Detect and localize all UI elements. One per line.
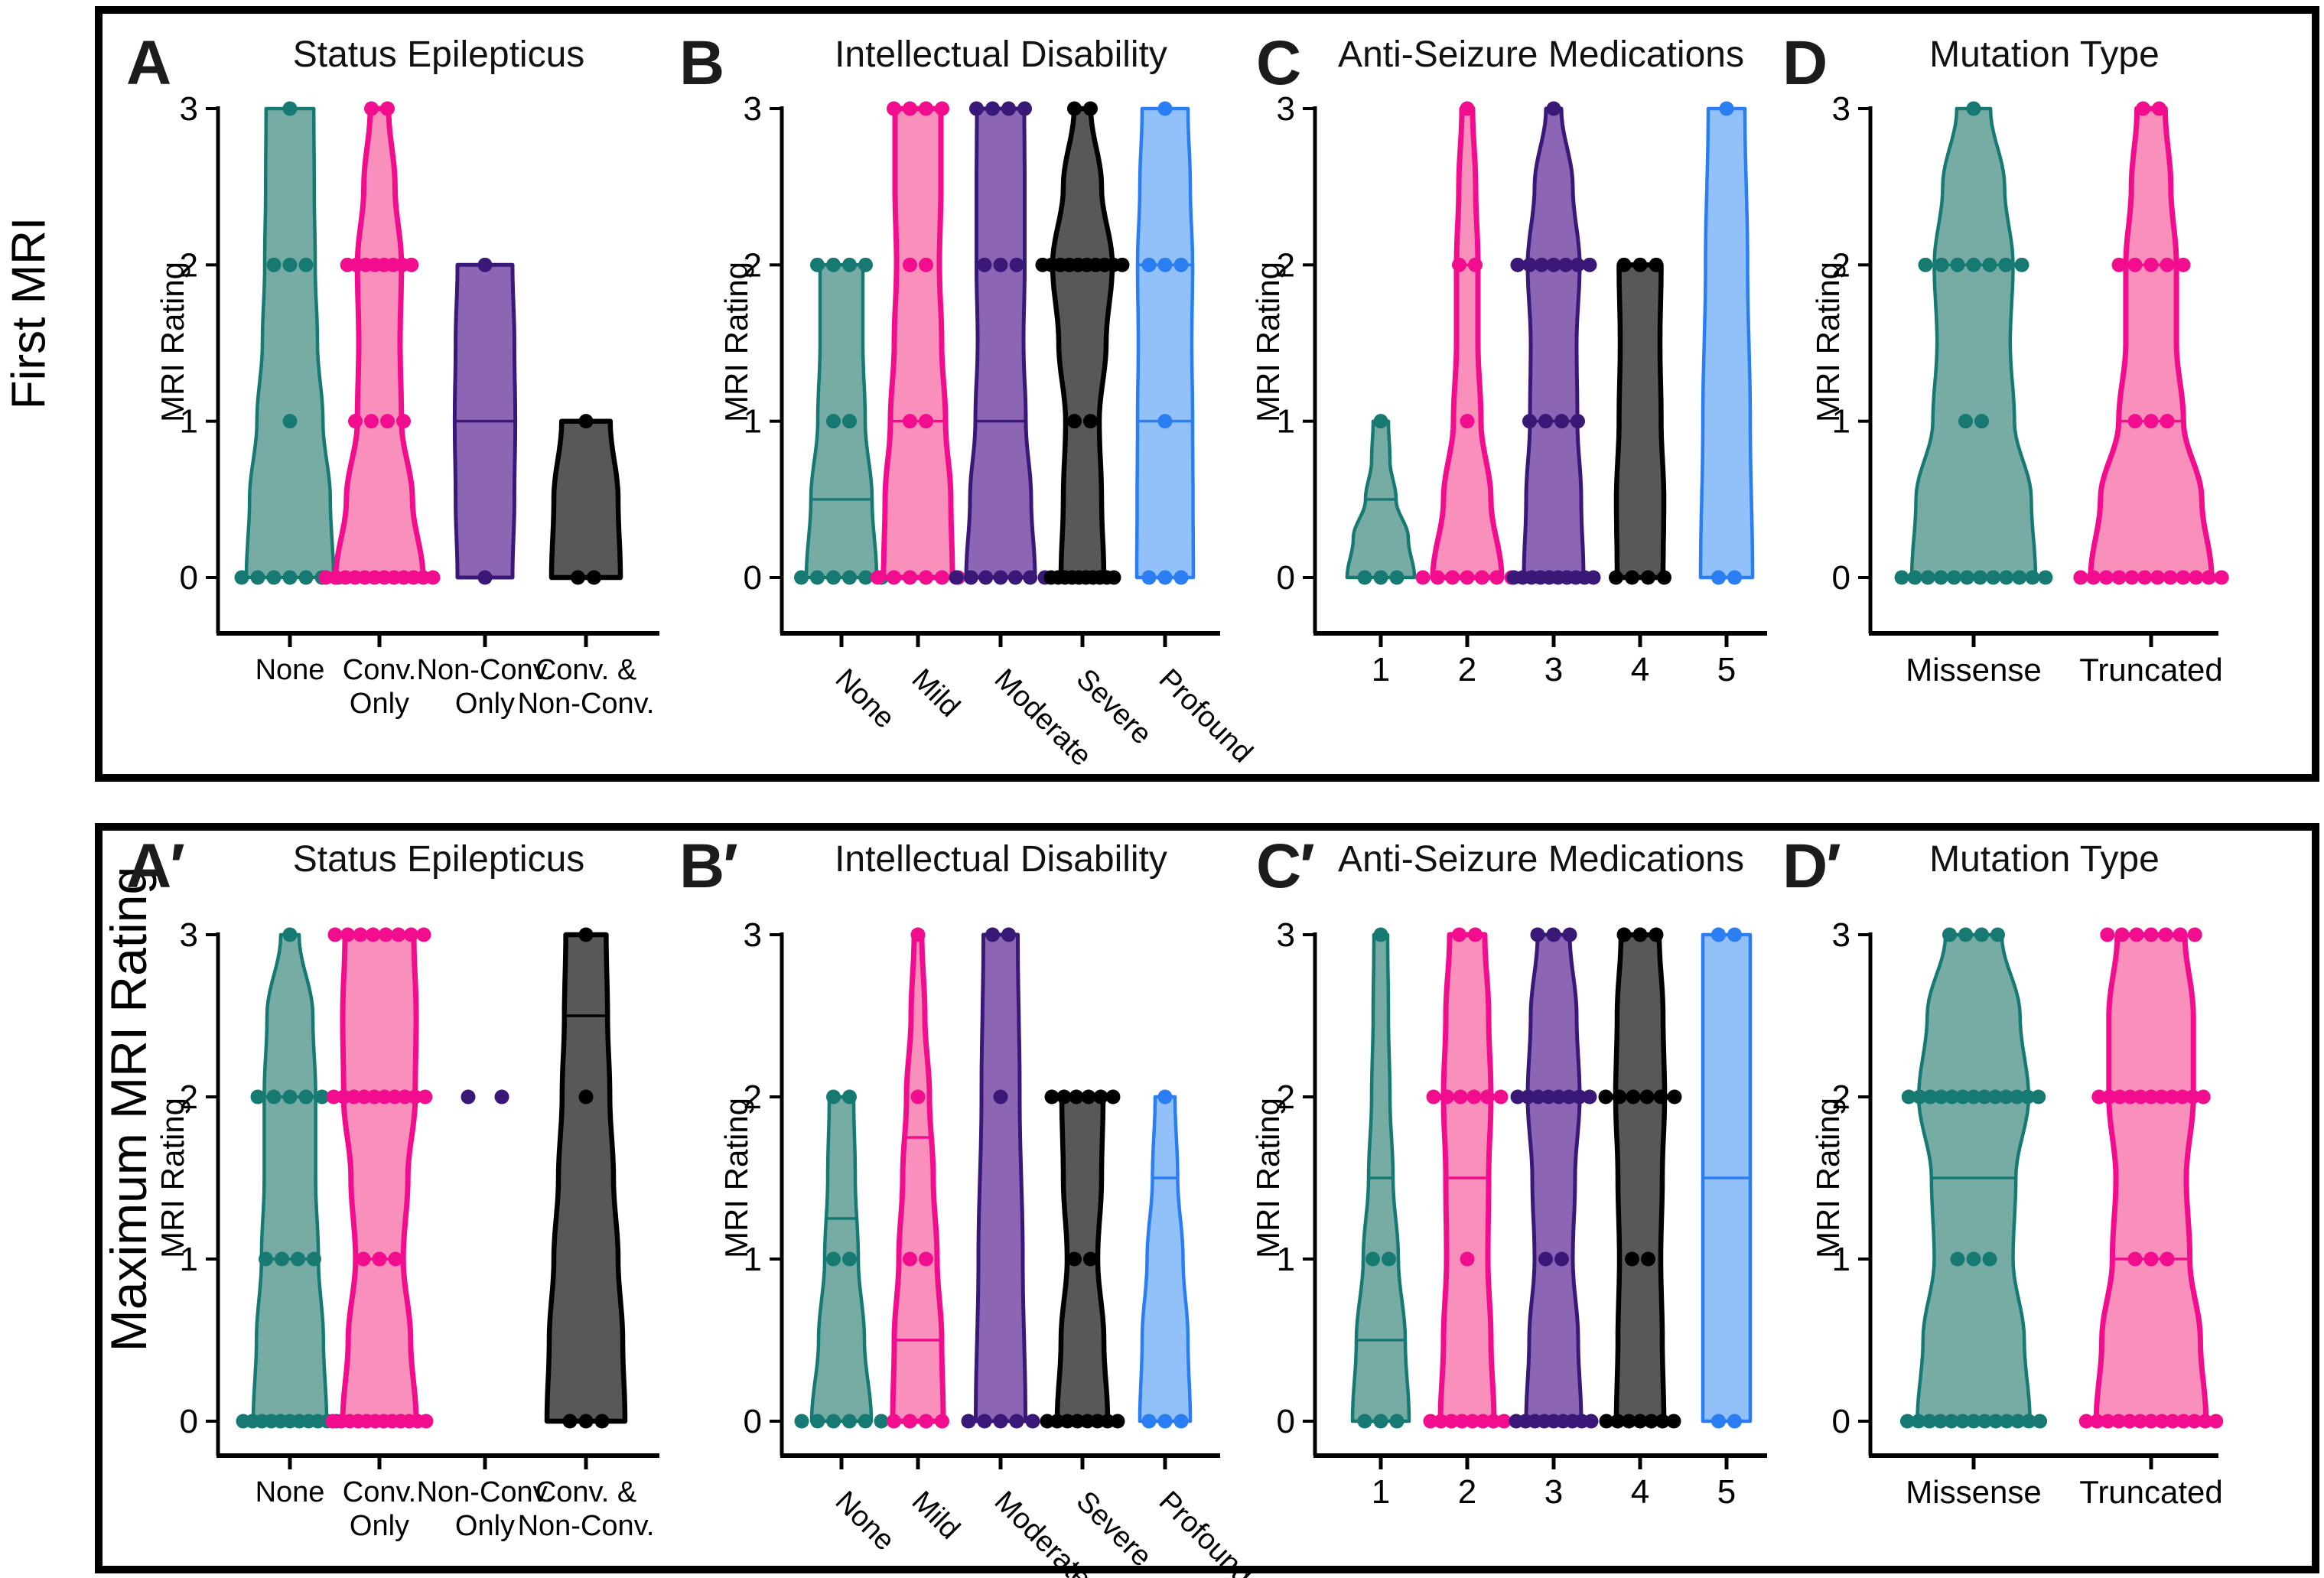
- panel-letter-a: A: [126, 28, 171, 98]
- svg-text:0: 0: [1277, 559, 1295, 597]
- svg-text:0: 0: [180, 1403, 198, 1440]
- svg-text:Only: Only: [350, 688, 409, 720]
- svg-text:2: 2: [1458, 1473, 1476, 1511]
- svg-text:4: 4: [1631, 1473, 1649, 1511]
- svg-text:Truncated: Truncated: [2079, 1474, 2223, 1510]
- svg-text:None: None: [256, 654, 325, 686]
- title-status-epilepticus-prime: Status Epilepticus: [292, 839, 585, 880]
- svg-text:Only: Only: [350, 1510, 409, 1542]
- panel-letter-c: C: [1256, 28, 1301, 98]
- svg-text:Missense: Missense: [1906, 652, 2041, 688]
- svg-text:2: 2: [744, 1079, 762, 1116]
- svg-text:1: 1: [744, 1241, 762, 1278]
- svg-text:Conv. &: Conv. &: [535, 654, 636, 686]
- svg-text:1: 1: [180, 1241, 198, 1278]
- svg-text:0: 0: [1832, 1403, 1850, 1440]
- svg-text:Non-Conv.: Non-Conv.: [518, 1510, 655, 1542]
- svg-text:1: 1: [1277, 403, 1295, 441]
- svg-text:1: 1: [1832, 403, 1850, 441]
- svg-text:3: 3: [1832, 916, 1850, 954]
- svg-text:2: 2: [1277, 1079, 1295, 1116]
- svg-text:Mild: Mild: [906, 1485, 966, 1546]
- svg-text:3: 3: [180, 90, 198, 128]
- svg-text:Conv. &: Conv. &: [535, 1476, 636, 1508]
- panel-letter-d-prime: D′: [1782, 831, 1841, 901]
- title-mutation-type-prime: Mutation Type: [1929, 839, 2160, 880]
- svg-text:2: 2: [1832, 246, 1850, 284]
- svg-text:Non-Conv.: Non-Conv.: [417, 654, 554, 686]
- svg-text:Only: Only: [455, 688, 515, 720]
- svg-text:Missense: Missense: [1906, 1474, 2041, 1510]
- svg-text:Only: Only: [455, 1510, 515, 1542]
- svg-text:2: 2: [744, 246, 762, 284]
- svg-text:None: None: [829, 663, 901, 735]
- svg-text:1: 1: [1372, 1473, 1390, 1511]
- title-intellectual-disability-prime: Intellectual Disability: [835, 839, 1167, 880]
- panel-letter-c-prime: C′: [1256, 831, 1315, 901]
- title-mutation-type: Mutation Type: [1929, 34, 2160, 75]
- svg-text:4: 4: [1631, 651, 1649, 688]
- svg-text:Truncated: Truncated: [2079, 652, 2223, 688]
- title-anti-seizure-medications-prime: Anti-Seizure Medications: [1338, 839, 1744, 880]
- svg-text:Conv.: Conv.: [343, 654, 416, 686]
- svg-text:5: 5: [1717, 1473, 1736, 1511]
- svg-text:1: 1: [1277, 1241, 1295, 1278]
- svg-text:3: 3: [1832, 90, 1850, 128]
- svg-text:3: 3: [744, 916, 762, 954]
- svg-text:Non-Conv.: Non-Conv.: [417, 1476, 554, 1508]
- panel-letter-b: B: [679, 28, 724, 98]
- svg-text:3: 3: [180, 916, 198, 954]
- svg-text:2: 2: [1458, 651, 1476, 688]
- svg-text:None: None: [256, 1476, 325, 1508]
- maximum-mri-box: [95, 823, 2319, 1573]
- svg-text:Mild: Mild: [906, 663, 966, 724]
- svg-text:3: 3: [1277, 916, 1295, 954]
- svg-text:0: 0: [744, 559, 762, 597]
- svg-text:0: 0: [744, 1403, 762, 1440]
- svg-text:None: None: [829, 1485, 901, 1557]
- title-intellectual-disability: Intellectual Disability: [835, 34, 1167, 75]
- svg-text:0: 0: [1832, 559, 1850, 597]
- title-anti-seizure-medications: Anti-Seizure Medications: [1338, 34, 1744, 75]
- title-status-epilepticus: Status Epilepticus: [292, 34, 585, 75]
- svg-text:3: 3: [744, 90, 762, 128]
- svg-text:5: 5: [1717, 651, 1736, 688]
- svg-text:2: 2: [1832, 1079, 1850, 1116]
- panel-letter-a-prime: A′: [126, 831, 185, 901]
- svg-text:2: 2: [1277, 246, 1295, 284]
- panel-d-prime-plot: 0 1 2 3 Missense Truncated: [1832, 916, 2224, 1510]
- svg-text:0: 0: [180, 559, 198, 597]
- svg-text:3: 3: [1544, 1473, 1563, 1511]
- svg-text:3: 3: [1544, 651, 1563, 688]
- panel-d-plot: 0 1 2 3 Missense Truncated: [1832, 90, 2229, 688]
- svg-text:1: 1: [180, 403, 198, 441]
- svg-text:1: 1: [1372, 651, 1390, 688]
- svg-text:Non-Conv.: Non-Conv.: [518, 688, 655, 720]
- svg-text:3: 3: [1277, 90, 1295, 128]
- panel-c-plot: 0 1 2 3 1 2 3 4 5: [1277, 90, 1767, 688]
- svg-text:2: 2: [180, 1079, 198, 1116]
- svg-text:Conv.: Conv.: [343, 1476, 416, 1508]
- panel-c-prime-plot: 0 1 2 3 1 2 3 4 5: [1277, 916, 1767, 1511]
- panel-letter-b-prime: B′: [679, 831, 738, 901]
- svg-text:1: 1: [744, 403, 762, 441]
- svg-text:2: 2: [180, 246, 198, 284]
- svg-text:Profound: Profound: [1153, 663, 1259, 769]
- panel-letter-d: D: [1782, 28, 1828, 98]
- svg-text:1: 1: [1832, 1241, 1850, 1278]
- first-mri-box: [95, 6, 2319, 782]
- svg-text:Profound: Profound: [1153, 1485, 1259, 1578]
- svg-text:0: 0: [1277, 1403, 1295, 1440]
